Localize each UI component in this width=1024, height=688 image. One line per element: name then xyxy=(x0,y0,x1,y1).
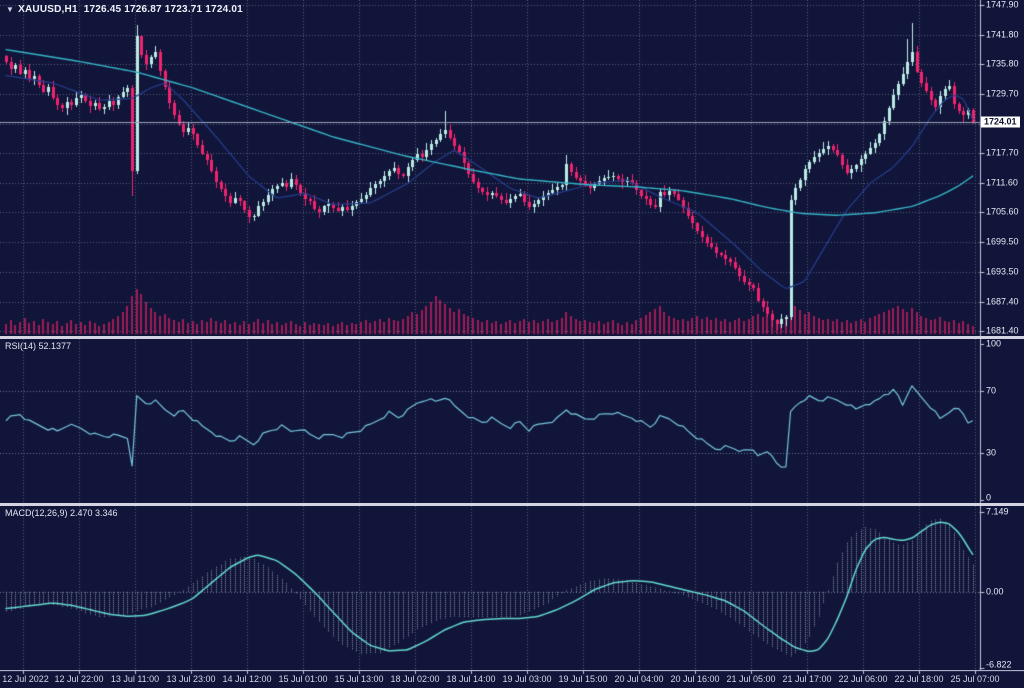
price-axis[interactable] xyxy=(980,0,1024,670)
rsi-panel-canvas[interactable] xyxy=(0,339,1024,503)
chart-symbol-period: XAUUSD,H1 xyxy=(18,4,78,15)
panel-separator[interactable] xyxy=(0,503,1024,506)
time-axis-canvas xyxy=(0,670,1024,688)
macd-indicator-label: MACD(12,26,9) 2.470 3.346 xyxy=(5,508,118,518)
chart-dropdown-icon: ▼ xyxy=(6,5,15,14)
time-axis[interactable] xyxy=(0,670,1024,688)
rsi-indicator-label: RSI(14) 52.1377 xyxy=(5,341,72,351)
main-chart-canvas[interactable] xyxy=(0,0,1024,336)
panel-separator[interactable] xyxy=(0,336,1024,339)
chart-title: ▼ XAUUSD,H1 1726.45 1726.87 1723.71 1724.0… xyxy=(6,4,243,15)
chart-ohlc-values: 1726.45 1726.87 1723.71 1724.01 xyxy=(83,4,243,15)
macd-panel-canvas[interactable] xyxy=(0,506,1024,670)
